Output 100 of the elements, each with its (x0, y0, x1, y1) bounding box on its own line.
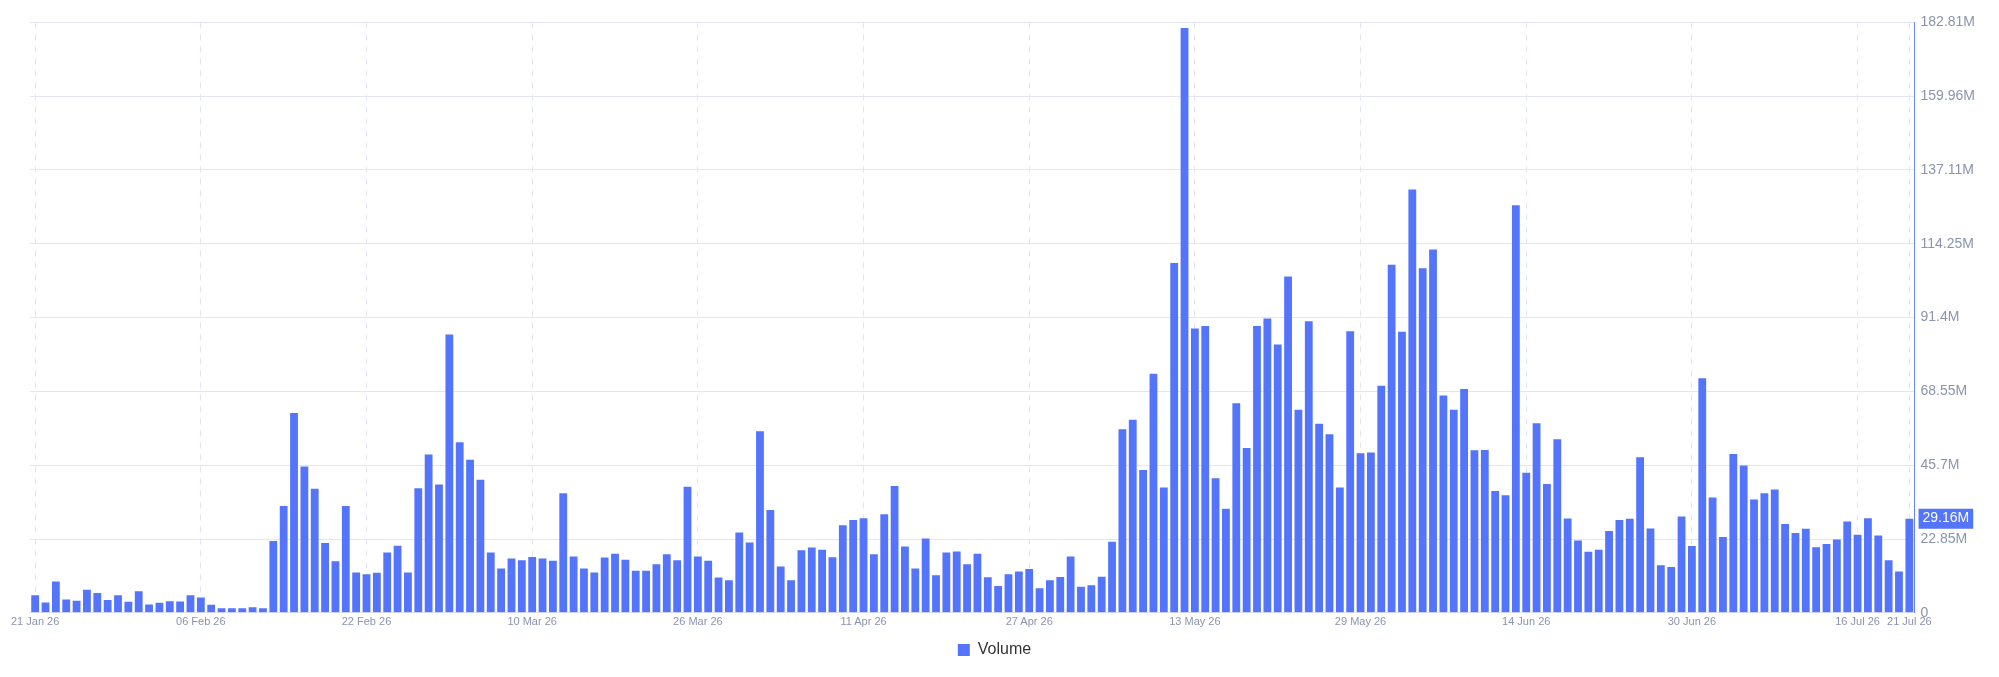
bar (1439, 395, 1448, 613)
bar (725, 580, 733, 613)
x-tick-label: 29 May 26 (1334, 615, 1387, 628)
bar (1232, 403, 1241, 613)
x-tick-label: 30 Jun 26 (1667, 615, 1717, 628)
bar (1480, 450, 1489, 613)
bar (134, 591, 143, 613)
bar (600, 557, 609, 613)
bar (1377, 385, 1386, 613)
bar (1460, 388, 1468, 613)
bar (673, 560, 682, 613)
bar (321, 543, 329, 613)
bar (1273, 344, 1282, 613)
bar (1770, 489, 1779, 613)
bar (341, 505, 350, 613)
bar (1066, 556, 1075, 613)
bar (1211, 478, 1220, 613)
bar (704, 560, 713, 613)
bar (352, 572, 361, 613)
bar (1636, 457, 1645, 613)
bar (1553, 439, 1562, 613)
bar (1222, 508, 1230, 613)
bar (642, 570, 650, 613)
bar (569, 556, 578, 613)
bar (807, 547, 816, 613)
bar (859, 518, 868, 613)
bar (1781, 523, 1789, 613)
bar (31, 595, 40, 613)
bar (217, 608, 226, 613)
bar (1884, 560, 1893, 613)
bar (1739, 465, 1748, 613)
bar (1418, 268, 1427, 613)
bar (1584, 551, 1593, 613)
bar (621, 559, 630, 613)
bar (869, 554, 878, 613)
bar (1170, 263, 1179, 613)
bar (383, 552, 392, 613)
bar (1242, 448, 1251, 613)
bar (1004, 574, 1013, 613)
bar (51, 581, 60, 613)
x-tick-label: 21 Jul 26 (1887, 615, 1932, 628)
x-tick-label: 10 Mar 26 (507, 615, 557, 628)
bar (756, 431, 764, 613)
bar (932, 575, 940, 613)
bar (1832, 539, 1841, 613)
bar (1687, 545, 1696, 613)
x-tick-label: 13 May 26 (1169, 615, 1221, 628)
bar (1056, 576, 1065, 613)
bar (1139, 470, 1148, 613)
bar (1367, 452, 1375, 613)
bar (1387, 264, 1396, 613)
bar (1864, 518, 1872, 613)
bar (548, 560, 557, 613)
bar (1118, 429, 1127, 613)
y-tick-label: 68.55M (1920, 382, 1968, 399)
bar (1398, 331, 1406, 613)
bar (310, 488, 319, 613)
bar (611, 553, 619, 613)
x-tick-label: 14 Jun 26 (1502, 615, 1551, 628)
bar (1408, 189, 1417, 613)
bar (693, 556, 702, 613)
bar (227, 608, 236, 613)
bar (186, 595, 195, 613)
bar (787, 580, 795, 613)
legend-label: Volume (977, 640, 1032, 658)
bar (1594, 549, 1603, 613)
bar (1895, 571, 1903, 613)
bar (1843, 521, 1852, 613)
bar (1656, 565, 1665, 613)
y-tick-label: 114.25M (1920, 234, 1974, 251)
bar (1905, 518, 1914, 613)
bar (1667, 566, 1676, 613)
bar (414, 488, 423, 613)
bar (1532, 423, 1541, 613)
bar (942, 552, 951, 613)
bar (1201, 326, 1210, 613)
bar (362, 574, 371, 613)
y-tick-label: 91.4M (1920, 308, 1960, 325)
bar (662, 554, 671, 613)
bar (1025, 568, 1034, 613)
bar (300, 466, 309, 613)
bar (1511, 205, 1520, 613)
bar (1097, 576, 1106, 613)
bar (1750, 499, 1758, 613)
bar (1128, 419, 1137, 613)
bar (124, 601, 133, 613)
bar (207, 604, 216, 613)
bar (1304, 321, 1313, 613)
bar (455, 442, 464, 613)
bar (559, 493, 568, 613)
bar (1077, 586, 1085, 613)
y-tick-label: 45.7M (1920, 456, 1960, 473)
bar (1429, 249, 1437, 613)
bar (528, 556, 537, 613)
x-tick-label: 21 Jan 26 (11, 615, 60, 628)
bar (849, 520, 858, 613)
bar (797, 550, 806, 613)
bar (1014, 571, 1023, 613)
y-tick-label: 22.85M (1920, 529, 1968, 546)
x-tick-label: 26 Mar 26 (673, 615, 723, 628)
